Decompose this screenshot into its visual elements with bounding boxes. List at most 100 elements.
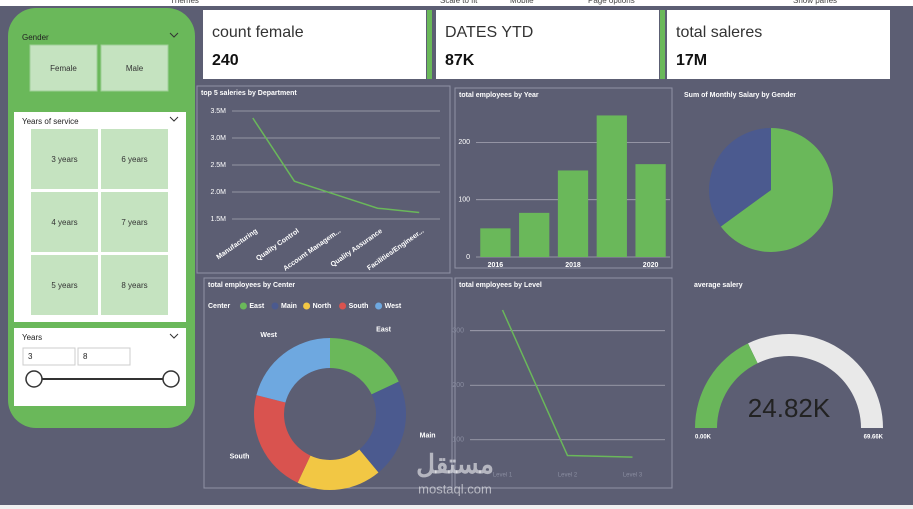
legend-label: South [349,303,369,310]
gauge-max-label: 69.66K [864,435,884,441]
slicer-option[interactable] [100,44,169,92]
x-tick-label: Level 3 [623,473,643,479]
y-tick-label: 100 [458,197,470,204]
card-value: 17M [676,52,707,69]
menu-item: Page options [588,0,635,5]
legend-label: North [313,303,332,310]
slicer-option[interactable] [31,255,98,315]
legend-marker [271,302,279,310]
slicer-option-label: Female [50,64,77,73]
watermark: mostaql.com [418,481,492,496]
y-tick-label: 1.5M [210,216,226,223]
slicer-option[interactable] [101,192,168,252]
menu-item: Themes [170,0,199,5]
bottom-bar [0,505,913,509]
bar [596,115,627,257]
card-title: count female [212,24,304,41]
slicer-option[interactable] [29,44,98,92]
y-tick-label: 2.5M [210,162,226,169]
legend-title: Center [208,303,230,310]
chevron[interactable] [169,116,179,122]
y-tick-label: 300 [452,328,464,335]
slicer-option-label: Male [126,64,144,73]
legend-marker [339,302,347,310]
kpi-card [667,10,890,79]
menu-item: Scale to fit [440,0,478,5]
watermark: مستقل [416,449,494,479]
bar [635,164,666,257]
slice [359,381,406,473]
slicer-option-label: 6 years [121,155,147,164]
years-slicer [14,328,186,406]
y-tick-label: 0 [466,254,470,261]
y-tick-label: 100 [452,437,464,444]
bar [557,170,589,257]
card-value: 87K [445,52,475,69]
slice-label: Main [420,433,436,440]
line [252,117,420,214]
slicer-option-label: 8 years [121,281,147,290]
slice-label: East [376,326,391,333]
slice-label: West [260,332,277,339]
range-to-input[interactable] [77,347,131,366]
slider-handle[interactable] [162,370,180,388]
x-tick-label: 2020 [643,262,659,269]
y-tick-label: 200 [452,382,464,389]
range-from-input[interactable] [22,347,76,366]
gauge-track [747,334,883,428]
slicer-option-label: 7 years [121,218,147,227]
slicer-title: Years [22,333,42,342]
x-tick-label: Level 2 [558,473,578,479]
chevron[interactable] [169,333,179,339]
slicer-option-label: 3 years [51,155,77,164]
slice [330,338,399,395]
legend-label: Main [281,303,297,310]
gauge-min-label: 0.00K [695,435,712,441]
card-accent [427,10,432,79]
chart-title: total employees by Year [459,92,539,99]
slicer-option[interactable] [31,129,98,189]
chart-title: total employees by Center [208,282,295,289]
range-from: 3 [28,352,33,361]
legend-label: East [249,303,264,310]
kpi-card [436,10,659,79]
bar [480,228,511,257]
slice [254,395,311,483]
slicer-title: Gender [22,33,49,42]
x-tick-label: Level 1 [493,473,513,479]
menu-item: Show panes [793,0,837,5]
card-title: DATES YTD [445,24,533,41]
slice [720,128,834,252]
gauge-value-label: 24.82K [748,393,831,423]
slicer-option[interactable] [101,129,168,189]
card-value: 240 [212,52,239,69]
slicer-option-label: 5 years [51,281,77,290]
chevron[interactable] [169,32,179,38]
chart-title: total employees by Level [459,282,542,289]
slicer-option[interactable] [101,255,168,315]
line [501,309,633,458]
slicer-option-label: 4 years [51,218,77,227]
gauge-value [695,343,758,428]
chart-title: average salery [694,282,743,289]
chart-frame [454,87,673,269]
menu-item: Mobile [510,0,534,5]
kpi-card [203,10,426,79]
legend-marker [375,302,383,310]
chart-frame [454,277,673,489]
chart-title: Sum of Monthly Salary by Gender [684,92,796,99]
bar [519,212,550,257]
y-tick-label: 3.0M [210,135,226,142]
slice [256,338,330,403]
card-title: total saleres [676,24,762,41]
legend-marker [303,302,311,310]
x-tick-label: 2016 [488,262,504,269]
y-tick-label: 200 [458,139,470,146]
slicer-option[interactable] [31,192,98,252]
slice [297,449,379,490]
x-tick-label: 2018 [565,262,581,269]
slider-handle[interactable] [25,370,43,388]
legend-marker [239,302,247,310]
slicer-title: Years of service [22,117,79,126]
